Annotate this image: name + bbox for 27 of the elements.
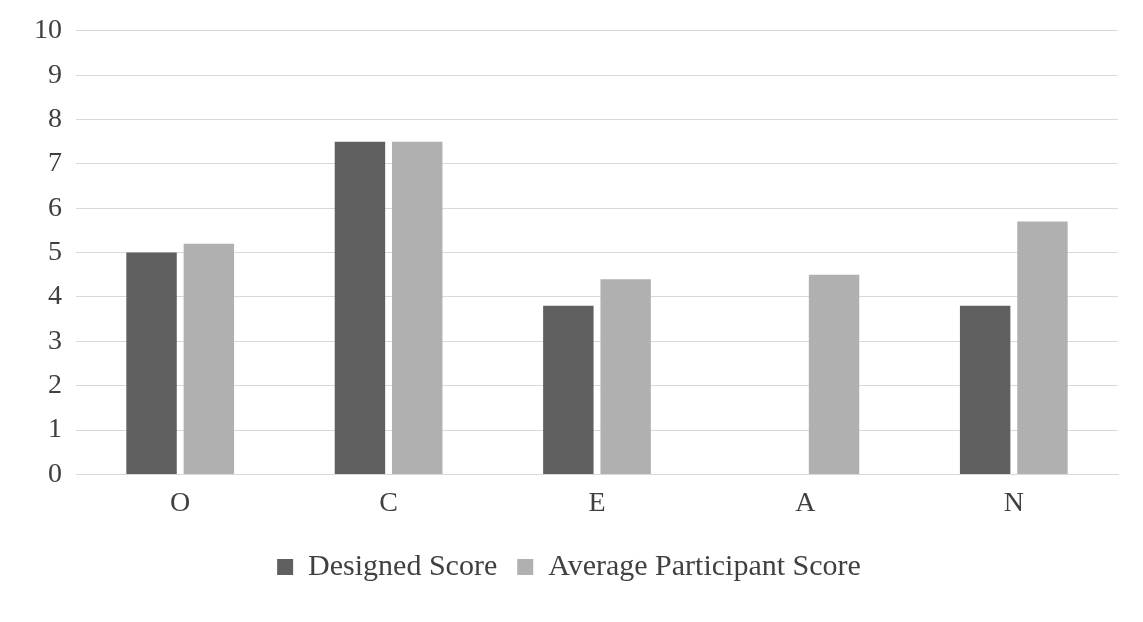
y-tick-label: 1 [48, 412, 62, 444]
bar [334, 141, 386, 474]
x-tick-label: C [379, 485, 398, 517]
y-tick-label: 3 [48, 323, 62, 355]
x-tick-label: N [1003, 485, 1024, 517]
y-tick-label: 8 [48, 101, 62, 133]
x-tick-label: A [795, 485, 817, 517]
y-tick-label: 0 [48, 456, 62, 488]
y-tick-label: 5 [48, 234, 62, 266]
bar [959, 305, 1011, 474]
y-tick-label: 6 [48, 190, 62, 222]
bar [392, 141, 443, 474]
bar [183, 243, 235, 474]
bar [1017, 221, 1068, 474]
legend-label: Designed Score [308, 547, 498, 581]
y-tick-label: 10 [34, 13, 62, 45]
bar [808, 274, 860, 474]
y-tick-label: 2 [48, 368, 62, 400]
x-tick-label: E [588, 485, 606, 517]
bar [543, 305, 594, 474]
bar [600, 279, 651, 474]
y-tick-label: 4 [48, 279, 62, 311]
legend-label: Average Participant Score [548, 547, 861, 581]
y-tick-label: 9 [48, 57, 62, 89]
x-tick-label: O [170, 485, 191, 517]
bar [126, 252, 177, 474]
y-tick-label: 7 [48, 146, 62, 178]
